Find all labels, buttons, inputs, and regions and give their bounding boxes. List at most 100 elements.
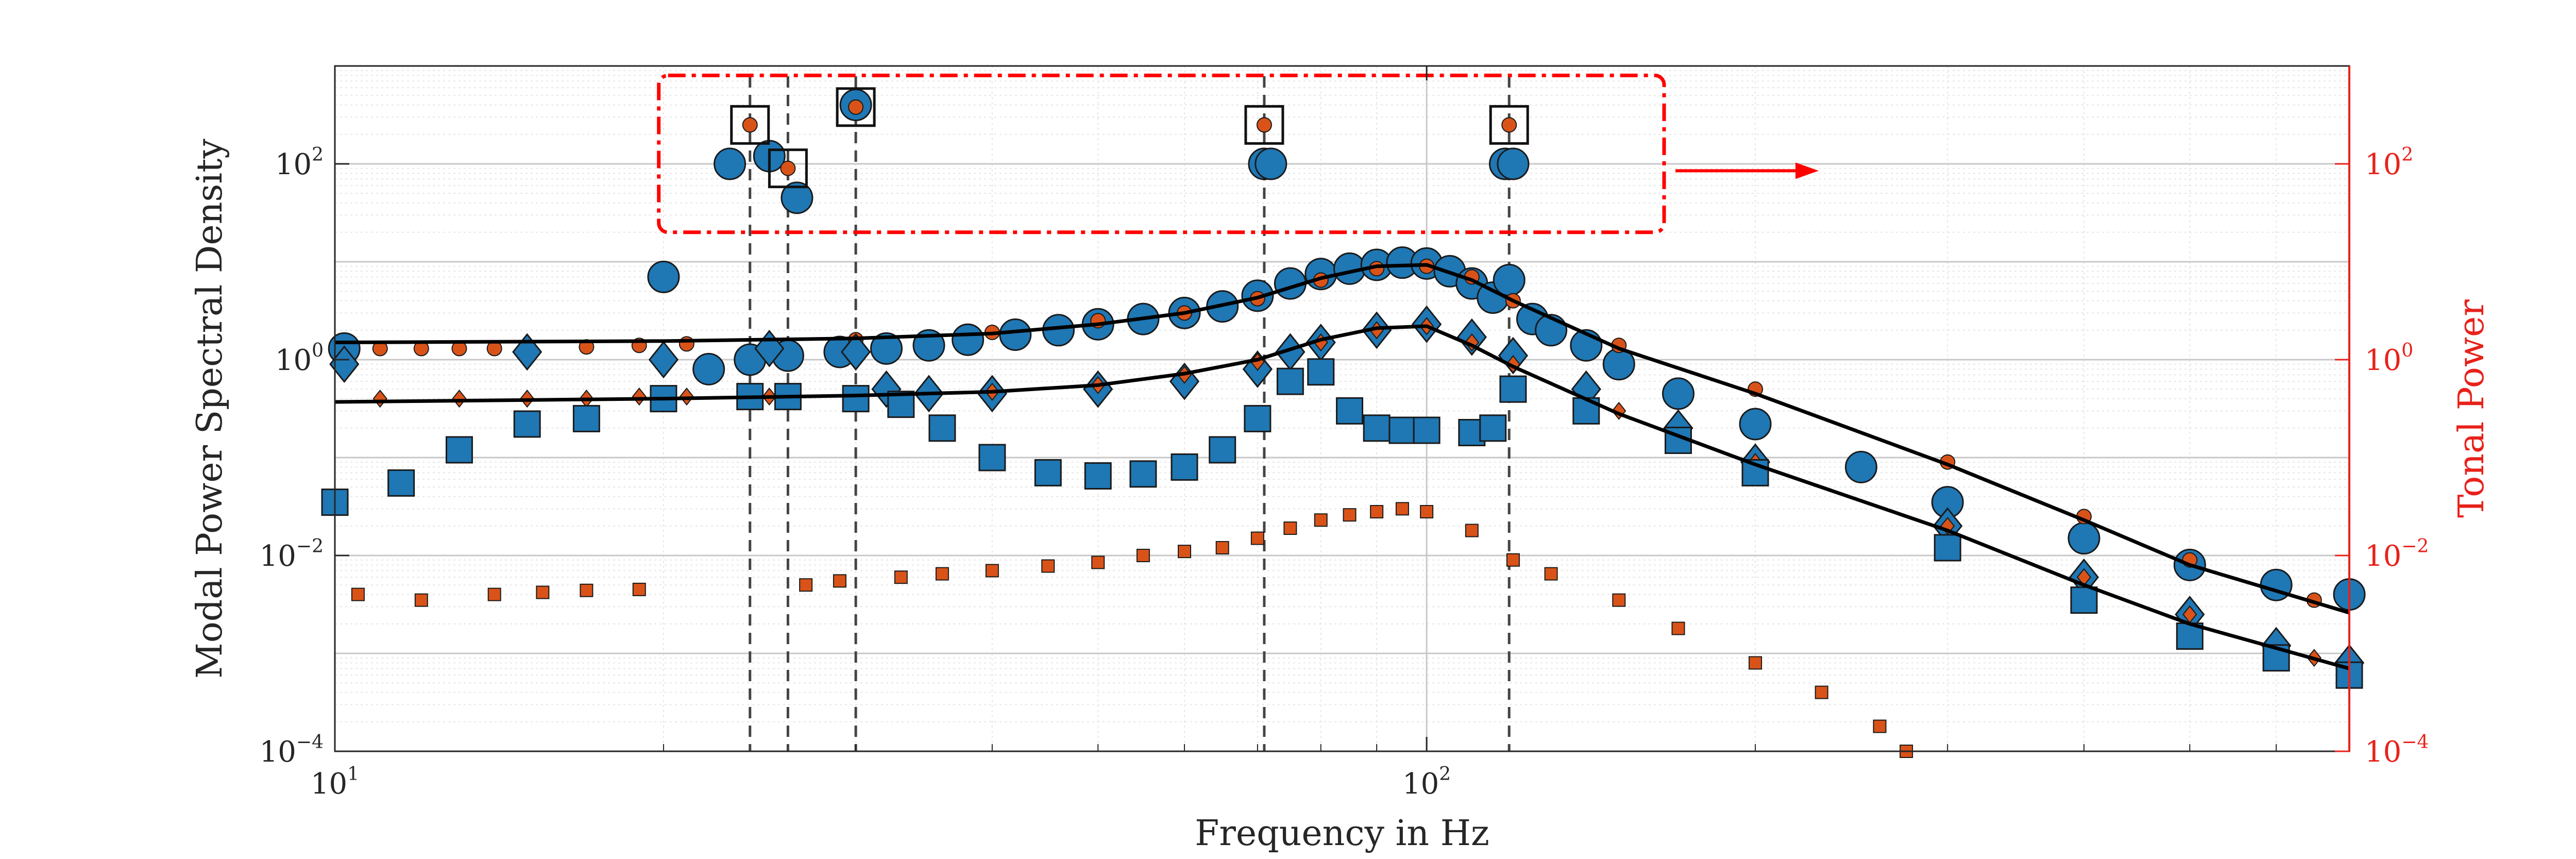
data-point xyxy=(1091,555,1105,569)
data-point xyxy=(1493,264,1526,297)
data-point xyxy=(2067,522,2100,555)
data-point xyxy=(1395,502,1409,516)
data-point xyxy=(1479,414,1507,442)
data-point xyxy=(536,585,550,599)
data-point xyxy=(1662,377,1694,410)
data-point xyxy=(1739,408,1772,441)
data-point xyxy=(1671,621,1685,635)
data-point xyxy=(452,390,467,408)
data-point xyxy=(1136,549,1150,562)
data-point xyxy=(1499,375,1527,403)
y-right-tick-label: 10−2 xyxy=(2365,536,2429,573)
fit-line xyxy=(334,324,2350,670)
data-point xyxy=(513,410,541,438)
data-point xyxy=(1343,508,1357,522)
data-point xyxy=(387,469,415,497)
data-point xyxy=(985,564,999,578)
data-point xyxy=(445,436,473,464)
data-point xyxy=(1388,416,1416,444)
y-right-tick-label: 102 xyxy=(2365,144,2413,181)
data-point xyxy=(935,567,949,581)
data-point xyxy=(580,583,594,597)
axes: 101 102 102 100 10−2 10−4 102 100 10−2 10−4 xyxy=(260,66,2429,801)
x-tick-label: 102 xyxy=(1402,764,1451,801)
data-point xyxy=(1244,405,1272,432)
data-point xyxy=(1255,147,1287,180)
data-point xyxy=(1363,414,1391,442)
tonal-highlight-box xyxy=(657,73,1666,234)
data-point xyxy=(1413,416,1440,444)
data-point xyxy=(742,117,758,133)
data-point xyxy=(928,414,956,442)
data-point xyxy=(1256,117,1272,133)
data-point xyxy=(870,332,903,365)
data-point xyxy=(780,160,796,176)
data-point xyxy=(781,181,814,214)
data-point xyxy=(648,341,679,379)
data-point xyxy=(1844,450,1877,483)
data-point xyxy=(1215,541,1229,554)
data-point xyxy=(799,578,813,592)
tonal-box xyxy=(1244,105,1284,145)
data-point xyxy=(1612,593,1626,607)
data-point xyxy=(1041,559,1055,573)
data-point xyxy=(1501,117,1517,133)
data-point xyxy=(1464,333,1479,352)
data-point xyxy=(1034,459,1062,486)
data-point xyxy=(1171,453,1198,481)
data-point xyxy=(2176,622,2204,650)
data-point xyxy=(372,390,387,408)
y-tick-label: 10−2 xyxy=(260,536,324,573)
data-point xyxy=(894,570,908,584)
data-point xyxy=(840,333,871,371)
tonal-box xyxy=(768,148,808,189)
data-point xyxy=(1336,397,1364,425)
data-point xyxy=(1129,460,1157,488)
data-series xyxy=(321,87,2366,758)
fit-line xyxy=(334,263,2350,615)
data-point xyxy=(1815,685,1828,699)
data-point xyxy=(1749,656,1762,670)
y-right-tick-label: 100 xyxy=(2365,340,2413,377)
highlight-arrow-head xyxy=(1795,162,1819,179)
data-point xyxy=(1465,524,1479,537)
data-point xyxy=(487,587,501,601)
data-point xyxy=(1544,567,1558,581)
data-point xyxy=(848,99,864,115)
y-right-tick-label: 10−4 xyxy=(2365,732,2429,769)
data-point xyxy=(1307,358,1335,386)
data-point xyxy=(1497,147,1530,180)
data-point xyxy=(2070,586,2098,614)
data-point xyxy=(1934,534,1961,562)
data-point xyxy=(952,323,985,356)
data-point xyxy=(1370,505,1384,519)
data-point xyxy=(1276,367,1304,395)
tonal-highlight xyxy=(657,73,1819,234)
data-point xyxy=(833,574,846,588)
data-point xyxy=(351,587,365,601)
data-point xyxy=(1314,513,1328,527)
data-point xyxy=(692,352,725,385)
data-point xyxy=(1250,531,1264,545)
tonal-box xyxy=(1489,105,1529,145)
tonal-box xyxy=(836,87,876,127)
data-point xyxy=(978,444,1006,471)
data-point xyxy=(1283,521,1297,535)
data-point xyxy=(572,405,600,432)
data-point xyxy=(842,385,870,413)
data-point xyxy=(1506,553,1520,567)
x-tick-label: 101 xyxy=(311,764,359,801)
y-axis-label: Modal Power Spectral Density xyxy=(190,139,230,679)
data-point xyxy=(647,260,680,293)
data-point xyxy=(714,147,747,180)
data-point xyxy=(1420,505,1434,519)
x-axis-label: Frequency in Hz xyxy=(1195,813,1489,854)
y-tick-label: 10−4 xyxy=(260,732,324,769)
data-point xyxy=(632,582,646,596)
y-tick-label: 102 xyxy=(275,144,324,181)
data-point xyxy=(1084,462,1112,490)
data-point xyxy=(1209,436,1236,464)
data-point xyxy=(414,593,428,607)
